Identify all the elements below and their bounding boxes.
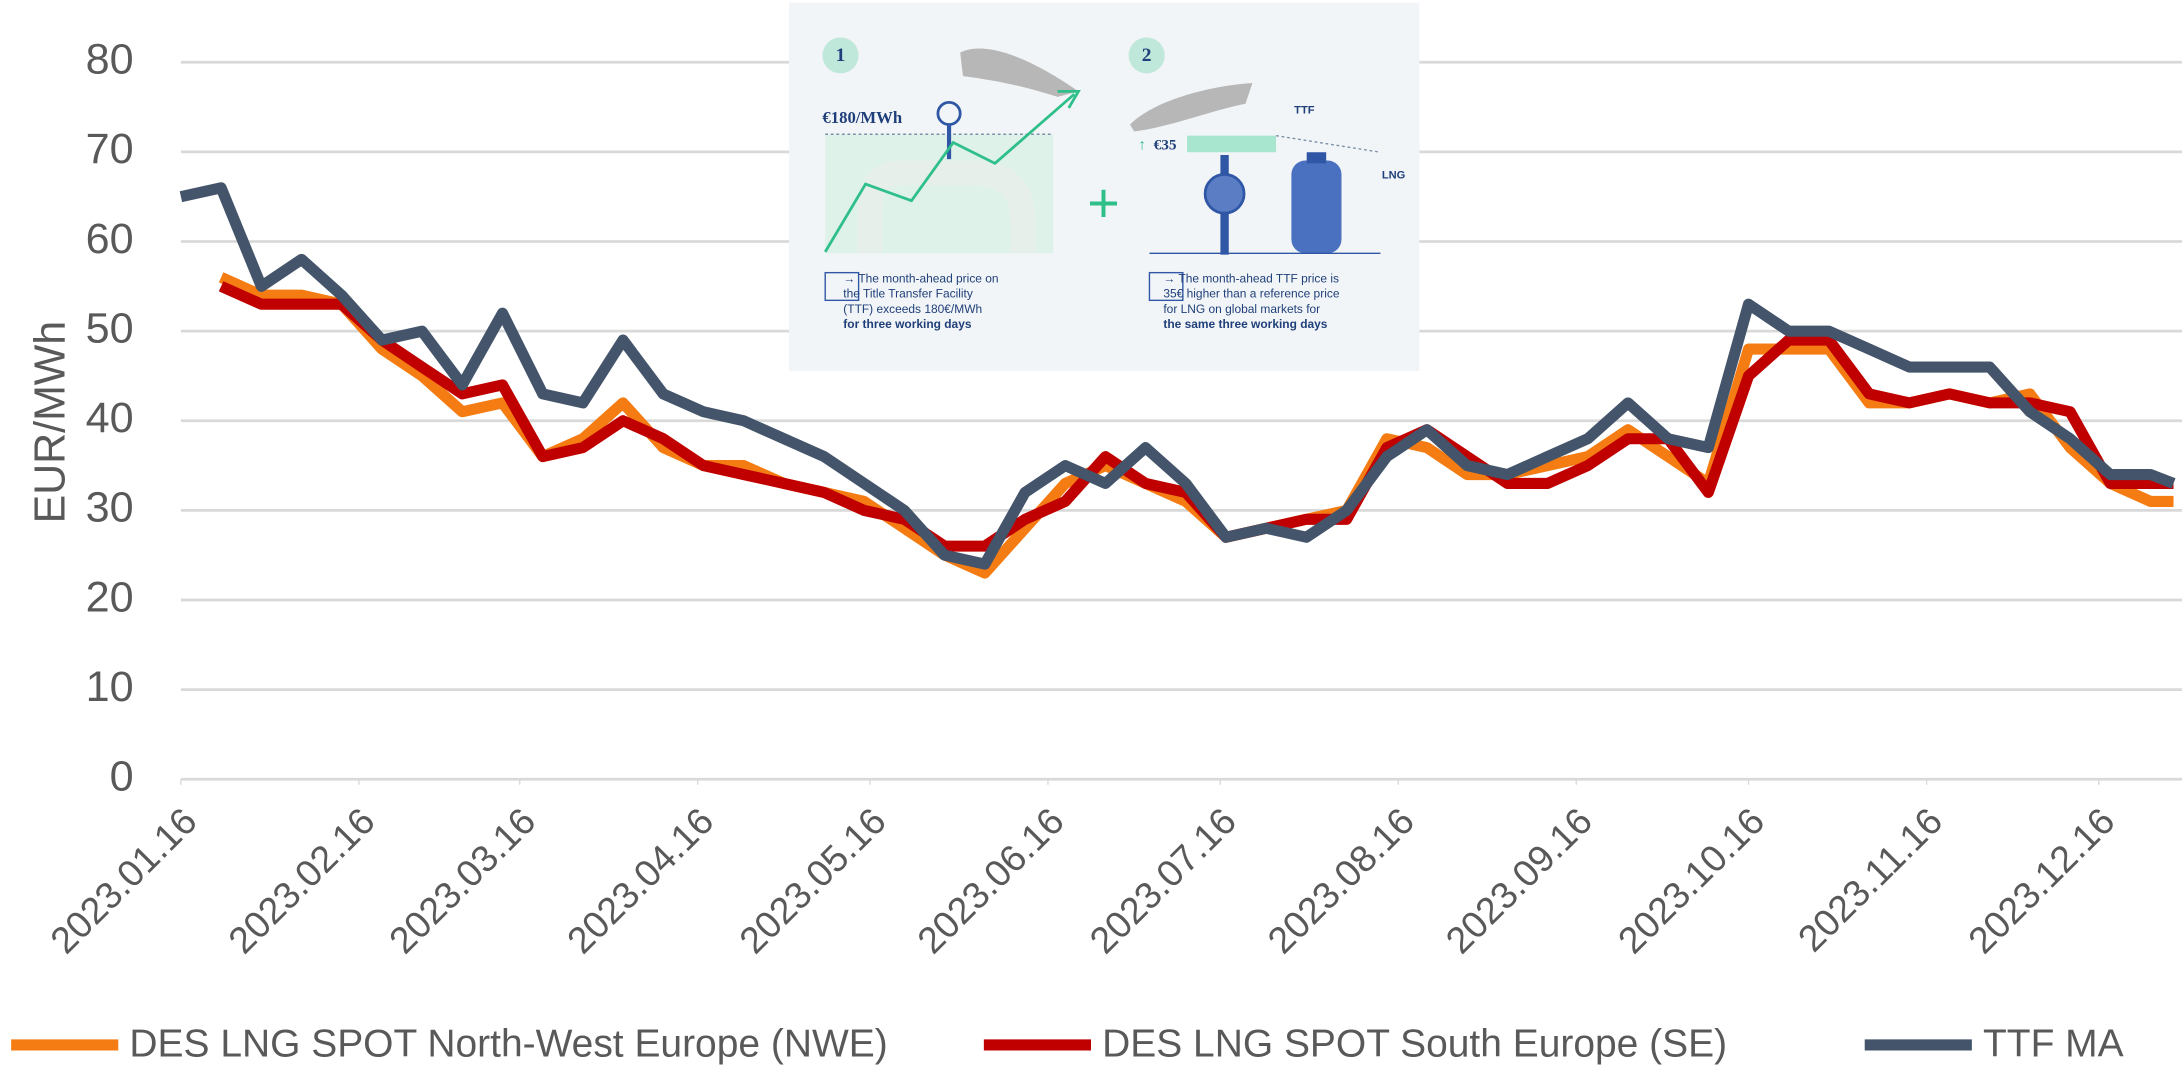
y-tick-label: 30: [86, 484, 134, 532]
price-trend: [824, 93, 1076, 253]
hand-icon: [960, 48, 1079, 97]
premium-label: €35: [1154, 137, 1177, 154]
x-tick-label: 2023.07.16: [1081, 800, 1244, 962]
x-tick-label: 2023.08.16: [1259, 800, 1422, 962]
x-tick-label: 2023.09.16: [1437, 800, 1600, 962]
step-badge: [1128, 37, 1165, 74]
calendar-icon: [1148, 271, 1184, 302]
y-axis-title: EUR/MWh: [26, 321, 74, 524]
inset-infographic: 1 €180/MWh + 2 TTF €35 ↑ LNG → The month…: [789, 2, 1420, 371]
x-tick-label: 2023.03.16: [381, 800, 544, 962]
y-tick-label: 80: [86, 36, 134, 84]
legend: DES LNG SPOT North-West Europe (NWE) DES …: [11, 1023, 2124, 1066]
premium-bar: [1187, 135, 1277, 153]
step-number: 2: [1142, 45, 1152, 66]
inset-description: (TTF) exceeds 180€/MWh: [843, 302, 982, 316]
step-badge: [822, 37, 859, 74]
legend-label: TTF MA: [1983, 1023, 2124, 1066]
lng-label: LNG: [1382, 170, 1405, 182]
calendar-icon: [824, 271, 860, 302]
y-tick-label: 10: [86, 663, 134, 711]
x-tick-label: 2023.12.16: [1960, 800, 2123, 962]
x-tick-label: 2023.04.16: [559, 800, 722, 962]
legend-label: DES LNG SPOT North-West Europe (NWE): [129, 1023, 887, 1066]
y-tick-label: 40: [86, 394, 134, 442]
legend-label: DES LNG SPOT South Europe (SE): [1102, 1023, 1727, 1066]
gas-cylinder: [1291, 160, 1342, 254]
y-tick-label: 20: [86, 573, 134, 621]
step-number: 1: [836, 45, 846, 66]
x-tick-label: 2023.01.16: [42, 800, 205, 962]
series-line: [179, 182, 2176, 570]
inset-description: the same three working days: [1163, 317, 1327, 331]
ttf-label: TTF: [1294, 105, 1315, 117]
reference-line: [1275, 134, 1381, 153]
inset-description: → The month-ahead TTF price is: [1163, 271, 1339, 285]
x-tick-label: 2023.02.16: [220, 800, 383, 962]
cylinder-cap: [1306, 152, 1327, 164]
valve-body: [1203, 173, 1246, 215]
x-tick-label: 2023.11.16: [1790, 800, 1951, 960]
x-tick-label: 2023.05.16: [731, 800, 894, 962]
pipe: [857, 160, 1036, 254]
price-threshold: €180/MWh: [822, 108, 902, 127]
x-tick-label: 2023.06.16: [909, 800, 1072, 962]
y-tick-label: 70: [86, 125, 134, 173]
y-tick-label: 60: [86, 215, 134, 263]
trend-arrow: [1057, 89, 1081, 109]
hand-icon: [1129, 83, 1253, 132]
inset-description: for LNG on global markets for: [1163, 302, 1320, 316]
y-tick-label: 0: [110, 753, 134, 801]
inset-description: for three working days: [843, 317, 972, 331]
inset-description: 35€ higher than a reference price: [1163, 287, 1339, 301]
inset-description: the Title Transfer Facility: [843, 287, 973, 301]
up-arrow: ↑: [1138, 137, 1146, 154]
plus-sign: +: [1087, 172, 1120, 234]
inset-description: → The month-ahead price on: [843, 271, 998, 285]
y-tick-label: 50: [86, 305, 134, 353]
x-tick-label: 2023.10.16: [1610, 800, 1773, 962]
